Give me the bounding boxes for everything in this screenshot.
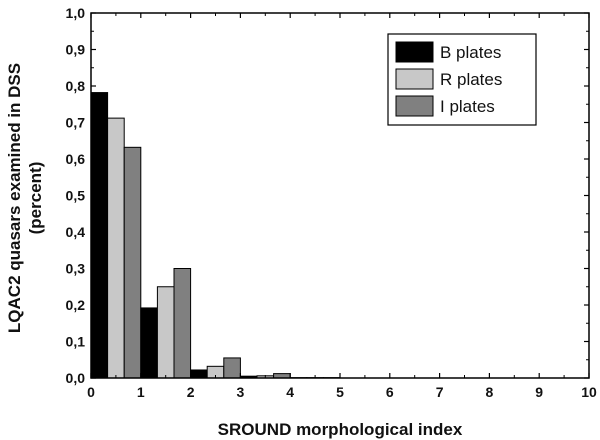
bar-i-0 bbox=[123, 146, 142, 379]
x-tick-label: 4 bbox=[286, 384, 294, 400]
legend-swatch bbox=[395, 68, 434, 90]
x-tick-label: 7 bbox=[436, 384, 444, 400]
bar-i-2 bbox=[223, 357, 241, 379]
legend-label: I plates bbox=[440, 97, 495, 116]
y-tick-label: 0,4 bbox=[66, 224, 86, 240]
x-tick-label: 3 bbox=[237, 384, 245, 400]
y-tick-label: 1,0 bbox=[66, 5, 86, 21]
axes-layer: 0 1 2 3 4 5 6 7 8 9 10 0,0 0,1 0,2 0,3 0,4 0,5 0,6 0,7 0,8 0… bbox=[66, 5, 597, 400]
legend-label: R plates bbox=[440, 70, 502, 89]
y-tick-label: 0,8 bbox=[66, 78, 86, 94]
legend: B plates R plates I plates bbox=[387, 33, 537, 126]
y-tick-label: 0,7 bbox=[66, 115, 86, 131]
y-tick-label: 0,1 bbox=[66, 334, 86, 350]
y-tick-label: 0,5 bbox=[66, 188, 86, 204]
y-axis-label-line-1: LQAC2 quasars examined in DSS bbox=[5, 63, 24, 333]
y-tick-label: 0,6 bbox=[66, 151, 86, 167]
bars-layer bbox=[90, 92, 341, 379]
bar-b-2 bbox=[190, 369, 208, 379]
bar-r-0 bbox=[107, 117, 125, 379]
y-tick-label: 0,0 bbox=[66, 370, 86, 386]
y-axis-label-line-2: (percent) bbox=[26, 162, 45, 235]
x-tick-label: 0 bbox=[87, 384, 95, 400]
x-tick-label: 9 bbox=[535, 384, 543, 400]
x-tick-label: 6 bbox=[386, 384, 394, 400]
legend-label: B plates bbox=[440, 43, 501, 62]
x-tick-label: 1 bbox=[137, 384, 145, 400]
y-tick-label: 0,9 bbox=[66, 42, 86, 58]
x-tick-label: 5 bbox=[336, 384, 344, 400]
bar-r-1 bbox=[156, 286, 175, 379]
legend-swatch bbox=[395, 41, 434, 63]
legend-swatch bbox=[395, 95, 434, 117]
bar-i-1 bbox=[173, 268, 192, 379]
x-tick-label: 8 bbox=[486, 384, 494, 400]
bar-b-1 bbox=[140, 307, 158, 379]
y-tick-label: 0,3 bbox=[66, 261, 86, 277]
x-axis-label: SROUND morphological index bbox=[218, 420, 463, 439]
y-tick-label: 0,2 bbox=[66, 297, 86, 313]
x-tick-label: 10 bbox=[581, 384, 597, 400]
bar-b-0 bbox=[90, 92, 109, 379]
x-tick-label: 2 bbox=[187, 384, 195, 400]
